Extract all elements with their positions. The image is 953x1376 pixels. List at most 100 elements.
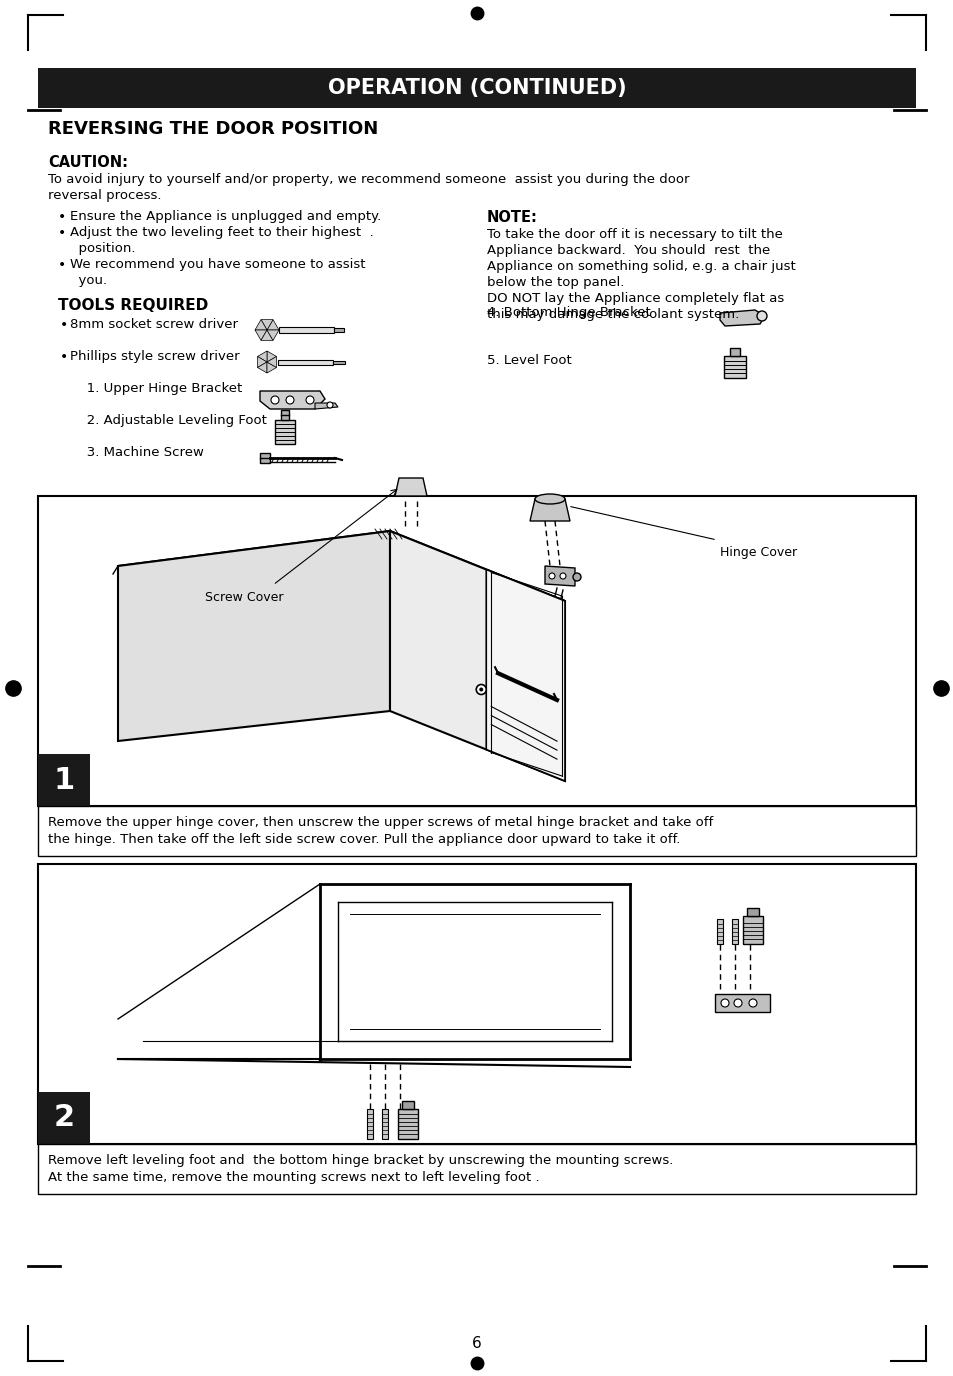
Text: •: • xyxy=(58,226,66,239)
Bar xyxy=(38,864,915,1143)
Polygon shape xyxy=(261,319,273,330)
Text: REVERSING THE DOOR POSITION: REVERSING THE DOOR POSITION xyxy=(48,120,377,138)
Bar xyxy=(38,495,915,806)
Polygon shape xyxy=(544,566,575,586)
Circle shape xyxy=(720,999,728,1007)
Text: TOOLS REQUIRED: TOOLS REQUIRED xyxy=(58,299,208,312)
Text: We recommend you have someone to assist: We recommend you have someone to assist xyxy=(70,259,365,271)
Bar xyxy=(38,806,915,856)
Text: 8mm socket screw driver: 8mm socket screw driver xyxy=(70,318,237,332)
Bar xyxy=(277,359,333,365)
Bar xyxy=(746,908,759,916)
Text: 1: 1 xyxy=(53,765,74,794)
Text: DO NOT lay the Appliance completely flat as: DO NOT lay the Appliance completely flat… xyxy=(486,292,783,305)
Circle shape xyxy=(476,684,486,695)
Polygon shape xyxy=(254,330,267,340)
Text: •: • xyxy=(58,211,66,224)
Polygon shape xyxy=(390,531,564,782)
Text: position.: position. xyxy=(70,242,135,255)
Circle shape xyxy=(271,396,278,405)
Bar xyxy=(381,1109,388,1139)
Circle shape xyxy=(757,311,766,321)
Polygon shape xyxy=(530,499,569,522)
Polygon shape xyxy=(257,351,267,362)
Bar xyxy=(281,410,289,420)
Bar xyxy=(731,919,738,944)
Text: Appliance on something solid, e.g. a chair just: Appliance on something solid, e.g. a cha… xyxy=(486,260,795,272)
Circle shape xyxy=(286,396,294,405)
Bar xyxy=(729,348,740,356)
Bar xyxy=(334,327,344,332)
Text: NOTE:: NOTE: xyxy=(486,211,537,226)
Text: Appliance backward.  You should  rest  the: Appliance backward. You should rest the xyxy=(486,244,769,257)
Circle shape xyxy=(548,572,555,579)
Text: 2: 2 xyxy=(53,1104,74,1132)
Polygon shape xyxy=(720,310,764,326)
Bar xyxy=(274,420,294,444)
Polygon shape xyxy=(118,531,390,742)
Text: Adjust the two leveling feet to their highest  .: Adjust the two leveling feet to their hi… xyxy=(70,226,374,239)
Polygon shape xyxy=(267,362,276,373)
Text: To take the door off it is necessary to tilt the: To take the door off it is necessary to … xyxy=(486,228,782,241)
Polygon shape xyxy=(395,477,427,495)
Text: 1. Upper Hinge Bracket: 1. Upper Hinge Bracket xyxy=(74,383,242,395)
Text: Hinge Cover: Hinge Cover xyxy=(720,546,797,559)
Circle shape xyxy=(559,572,565,579)
Circle shape xyxy=(733,999,741,1007)
Polygon shape xyxy=(257,356,267,367)
Text: you.: you. xyxy=(70,274,107,288)
Text: 6: 6 xyxy=(472,1336,481,1351)
Bar xyxy=(723,356,745,378)
Text: Remove left leveling foot and  the bottom hinge bracket by unscrewing the mounti: Remove left leveling foot and the bottom… xyxy=(48,1154,673,1167)
Ellipse shape xyxy=(535,494,564,504)
Bar xyxy=(260,453,270,462)
Polygon shape xyxy=(486,570,564,782)
Text: reversal process.: reversal process. xyxy=(48,189,161,202)
Circle shape xyxy=(573,572,580,581)
Text: At the same time, remove the mounting screws next to left leveling foot .: At the same time, remove the mounting sc… xyxy=(48,1171,539,1183)
Text: 5. Level Foot: 5. Level Foot xyxy=(486,354,571,367)
Text: Screw Cover: Screw Cover xyxy=(205,592,283,604)
Bar xyxy=(333,361,345,363)
Polygon shape xyxy=(254,319,267,330)
Bar xyxy=(717,919,722,944)
Text: Remove the upper hinge cover, then unscrew the upper screws of metal hinge brack: Remove the upper hinge cover, then unscr… xyxy=(48,816,713,828)
Text: •: • xyxy=(60,350,69,365)
Circle shape xyxy=(748,999,757,1007)
Text: 3. Machine Screw: 3. Machine Screw xyxy=(74,446,204,460)
Circle shape xyxy=(327,402,333,409)
Bar xyxy=(38,1093,90,1143)
Text: •: • xyxy=(60,318,69,332)
Polygon shape xyxy=(267,330,278,340)
Polygon shape xyxy=(314,403,337,409)
Bar xyxy=(742,916,762,944)
Circle shape xyxy=(478,688,483,692)
Text: OPERATION (CONTINUED): OPERATION (CONTINUED) xyxy=(327,78,626,98)
Polygon shape xyxy=(118,531,564,636)
Text: below the top panel.: below the top panel. xyxy=(486,277,623,289)
Text: To avoid injury to yourself and/or property, we recommend someone  assist you du: To avoid injury to yourself and/or prope… xyxy=(48,173,689,186)
Bar xyxy=(367,1109,373,1139)
Polygon shape xyxy=(257,362,267,373)
Text: Ensure the Appliance is unplugged and empty.: Ensure the Appliance is unplugged and em… xyxy=(70,211,381,223)
Bar xyxy=(38,1143,915,1194)
Bar xyxy=(38,67,915,107)
Bar xyxy=(278,327,334,333)
Circle shape xyxy=(306,396,314,405)
Polygon shape xyxy=(267,356,276,367)
Text: Phillips style screw driver: Phillips style screw driver xyxy=(70,350,239,363)
Polygon shape xyxy=(267,351,276,362)
Text: this may damage the coolant system.: this may damage the coolant system. xyxy=(486,308,739,321)
Bar xyxy=(397,1109,417,1139)
Text: •: • xyxy=(58,259,66,272)
Polygon shape xyxy=(267,319,278,330)
Text: 4. Bottom Hinge Bracket: 4. Bottom Hinge Bracket xyxy=(486,305,650,319)
Polygon shape xyxy=(260,391,325,409)
Text: 2. Adjustable Leveling Foot: 2. Adjustable Leveling Foot xyxy=(74,414,267,427)
Bar xyxy=(401,1101,414,1109)
Polygon shape xyxy=(261,330,273,340)
Bar xyxy=(38,754,90,806)
Text: CAUTION:: CAUTION: xyxy=(48,155,128,171)
Text: the hinge. Then take off the left side screw cover. Pull the appliance door upwa: the hinge. Then take off the left side s… xyxy=(48,832,679,846)
Polygon shape xyxy=(714,993,769,1011)
